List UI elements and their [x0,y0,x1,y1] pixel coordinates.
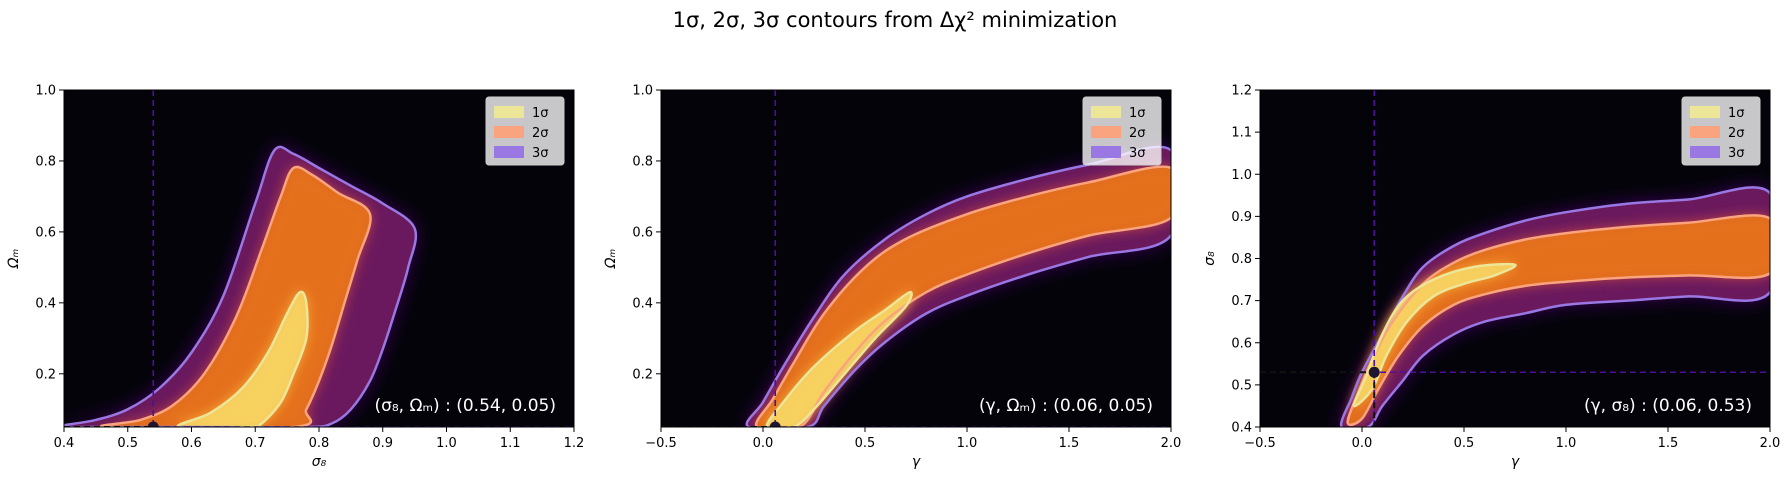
legend-swatch [1690,106,1720,118]
contour-1sigma [765,290,913,427]
x-tick-label: 2.0 [1760,436,1781,451]
x-tick-label: 0.4 [54,436,75,451]
x-axis-label: σ₈ [312,454,327,470]
legend-label: 3σ [1728,146,1745,161]
legend-label: 2σ [1129,126,1146,141]
heat-layer-2 [1347,215,1770,425]
best-fit-annotation: (σ₈, Ωₘ) : (0.54, 0.05) [374,396,556,416]
x-tick-label: 1.0 [436,436,457,451]
x-tick-label: 0.9 [372,436,393,451]
heat-layer-1 [177,291,308,427]
x-tick-label: 0.8 [309,436,330,451]
y-tick-label: 0.8 [632,154,653,169]
legend-swatch [1091,126,1121,138]
x-tick-label: 2.0 [1161,436,1182,451]
y-tick-label: 0.9 [1231,210,1252,225]
contour-2sigma [99,165,372,427]
panel-gamma-omegam: (γ, Ωₘ) : (0.06, 0.05) −0.5 0.0 0.5 1.0 1.5 2.… [603,84,1181,471]
panel-sigma8-omegam: (σ₈, Ωₘ) : (0.54, 0.05) 0.4 0.5 0.6 0.7 0.8 0.… [6,84,584,471]
legend: 1σ 2σ 3σ [485,96,565,166]
x-axis-label: γ [912,454,921,470]
best-fit-marker [769,421,781,427]
y-tick-label: 1.2 [1231,84,1252,99]
x-tick-label: 0.0 [753,436,774,451]
contour-3sigma [64,145,418,427]
x-tick-label: 1.5 [1658,436,1679,451]
x-tick-label: −0.5 [1244,436,1276,451]
best-fit-annotation: (γ, σ₈) : (0.06, 0.53) [1584,396,1752,416]
best-fit-marker [1368,366,1380,378]
legend-swatch [1091,106,1121,118]
y-tick-label: 1.0 [632,84,653,99]
contour-1sigma [176,290,309,427]
x-axis-label: γ [1511,454,1520,470]
y-tick-label: 0.5 [1231,378,1252,393]
x-tick-label: 1.1 [500,436,521,451]
x-tick-label: 0.6 [181,436,202,451]
y-tick-label: 0.4 [632,296,653,311]
figure-title-text: 1σ, 2σ, 3σ contours from Δχ² minimizatio… [672,8,1118,32]
legend-swatch [1690,126,1720,138]
y-tick-label: 0.2 [35,367,56,382]
legend-label: 1σ [1728,106,1745,121]
heat-layer-2 [756,166,1171,427]
legend: 1σ 2σ 3σ [1082,96,1162,166]
y-axis-label: Ωₘ [6,249,22,270]
panel-gamma-sigma8: (γ, σ₈) : (0.06, 0.53) −0.5 0.0 0.5 1.0 1.5 2.… [1202,84,1780,471]
y-tick-label: 0.6 [632,225,653,240]
best-fit-marker [147,421,159,427]
x-tick-label: 1.0 [1556,436,1577,451]
y-tick-label: 0.4 [35,296,56,311]
x-tick-label: 1.0 [957,436,978,451]
x-tick-label: 1.2 [564,436,585,451]
contour-2sigma [754,165,1171,427]
y-axis-label: Ωₘ [603,249,619,270]
y-tick-label: 0.2 [632,367,653,382]
axes-frame [660,89,1172,428]
best-fit-annotation: (γ, Ωₘ) : (0.06, 0.05) [979,396,1153,416]
contour-3sigma [745,145,1171,427]
legend-swatch [494,146,524,158]
legend-label: 3σ [1129,146,1146,161]
legend-label: 1σ [532,106,549,121]
contour-3sigma [1339,186,1770,427]
x-tick-label: 1.5 [1059,436,1080,451]
x-tick-label: 0.5 [855,436,876,451]
y-tick-label: 0.8 [1231,252,1252,267]
plot-area [64,90,574,427]
y-tick-label: 0.6 [35,225,56,240]
legend-swatch [1690,146,1720,158]
legend: 1σ 2σ 3σ [1681,96,1761,166]
legend-swatch [494,106,524,118]
y-tick-label: 1.1 [1231,126,1252,141]
x-tick-label: 0.0 [1352,436,1373,451]
x-tick-label: 0.7 [245,436,266,451]
heat-layer-1 [766,292,912,427]
legend-swatch [494,126,524,138]
legend-label: 2σ [532,126,549,141]
legend-swatch [1091,146,1121,158]
x-tick-label: 0.5 [117,436,138,451]
y-tick-label: 0.6 [1231,336,1252,351]
figure-title: 1σ, 2σ, 3σ contours from Δχ² minimizatio… [0,8,1790,32]
x-tick-label: 0.5 [1454,436,1475,451]
legend-label: 3σ [532,146,549,161]
legend-label: 2σ [1728,126,1745,141]
y-tick-label: 1.0 [1231,168,1252,183]
plot-area [1260,90,1770,427]
plot-area [661,90,1171,427]
contour-1sigma [1352,262,1517,408]
y-axis-label: σ₈ [1202,251,1218,266]
legend-label: 1σ [1129,106,1146,121]
heat-layer-2 [101,167,371,427]
y-tick-label: 0.4 [1231,421,1252,436]
x-tick-label: −0.5 [645,436,677,451]
y-tick-label: 1.0 [35,84,56,99]
y-tick-label: 0.7 [1231,294,1252,309]
y-tick-label: 0.8 [35,154,56,169]
